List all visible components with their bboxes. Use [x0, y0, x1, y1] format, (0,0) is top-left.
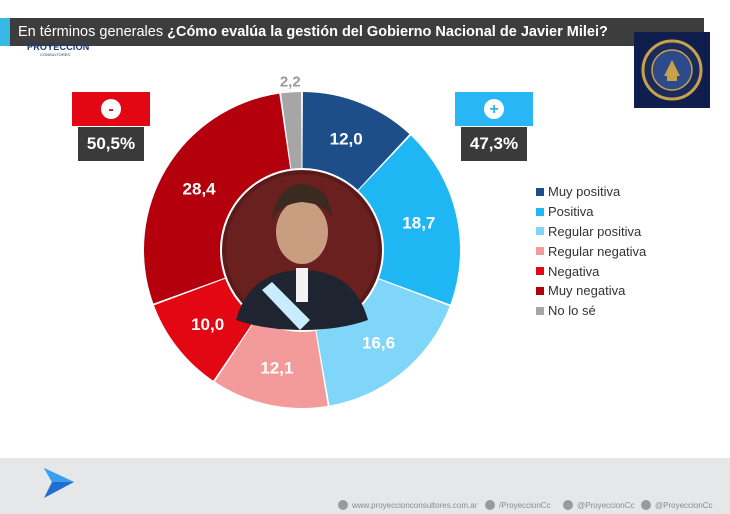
legend-item-no-lo-se: No lo sé: [536, 301, 646, 321]
negative-total: 50,5%: [78, 127, 144, 161]
legend-item-positiva: Positiva: [536, 202, 646, 222]
positive-badge: +: [455, 92, 533, 126]
title-question: ¿Cómo evalúa la gestión del Gobierno Nac…: [167, 24, 608, 40]
donut-slice-regular-negativa: [214, 318, 328, 408]
negative-badge: -: [72, 92, 150, 126]
footer: [0, 458, 730, 514]
legend-item-muy-negativa: Muy negativa: [536, 281, 646, 301]
donut-slice-regular-positiva: [316, 279, 450, 406]
footer-web: www.proyeccionconsultores.com.ar: [352, 500, 478, 510]
web-icon: [338, 500, 348, 510]
legend-label: Muy negativa: [548, 283, 626, 299]
legend-swatch: [536, 207, 544, 216]
legend-label: Negativa: [548, 263, 600, 279]
legend-swatch: [536, 306, 544, 315]
title-prefix: En términos generales: [18, 24, 168, 40]
footer-web-link[interactable]: www.proyeccionconsultores.com.ar: [338, 500, 477, 510]
brand-arrow-icon: [44, 468, 74, 498]
legend-label: Regular positiva: [548, 223, 642, 239]
footer-brand-sub: CONSULTORES: [40, 52, 71, 57]
legend-label: Muy positiva: [548, 184, 621, 200]
legend-swatch: [536, 187, 544, 196]
footer-instagram: @ProyeccionCc: [655, 500, 713, 510]
footer-facebook: /ProyeccionCc: [499, 500, 551, 510]
title-bar: En términos generales ¿Cómo evalúa la ge…: [0, 18, 704, 46]
legend-item-negativa: Negativa: [536, 261, 646, 281]
data-label-positiva: 18,7: [402, 214, 435, 233]
data-label-muy-negativa: 28,4: [183, 179, 217, 198]
legend: Muy positiva Positiva Regular positiva R…: [536, 182, 646, 321]
legend-swatch: [536, 286, 544, 295]
instagram-icon: [641, 500, 651, 510]
twitter-icon: [563, 500, 573, 510]
donut-slice-muy-negativa: [144, 93, 291, 304]
data-label-negativa: 10,0: [191, 315, 224, 334]
data-label-muy-positiva: 12,0: [330, 129, 363, 148]
facebook-icon: [485, 500, 495, 510]
footer-brand: PROYECCIÓN: [27, 42, 90, 52]
donut-slice-positiva: [358, 135, 461, 305]
data-label-regular-positiva: 16,6: [362, 333, 395, 352]
data-label-no-lo-sé: 2,2: [280, 73, 301, 90]
legend-item-regular-positiva: Regular positiva: [536, 222, 646, 242]
negative-symbol: -: [108, 101, 113, 118]
donut-slice-no-lo-sé: [281, 92, 302, 169]
legend-label: Positiva: [548, 204, 594, 220]
footer-twitter: @ProyeccionCc: [577, 500, 635, 510]
positive-symbol: +: [489, 101, 498, 118]
president-photo: [222, 170, 382, 330]
footer-twitter-link[interactable]: @ProyeccionCc: [563, 500, 634, 510]
legend-swatch: [536, 267, 544, 276]
title-accent: [0, 18, 10, 46]
footer-facebook-link[interactable]: /ProyeccionCc: [485, 500, 551, 510]
data-label-regular-negativa: 12,1: [260, 358, 293, 377]
legend-label: No lo sé: [548, 303, 596, 319]
legend-swatch: [536, 227, 544, 236]
positive-total: 47,3%: [461, 127, 527, 161]
footer-instagram-link[interactable]: @ProyeccionCc: [641, 500, 712, 510]
donut-slice-muy-positiva: [302, 92, 410, 190]
legend-item-muy-positiva: Muy positiva: [536, 182, 646, 202]
chart-title: En términos generales ¿Cómo evalúa la ge…: [18, 24, 608, 40]
institution-seal-logo: [634, 32, 710, 108]
legend-swatch: [536, 247, 544, 256]
donut-slice-negativa: [154, 278, 256, 381]
legend-item-regular-negativa: Regular negativa: [536, 241, 646, 261]
legend-label: Regular negativa: [548, 243, 647, 259]
